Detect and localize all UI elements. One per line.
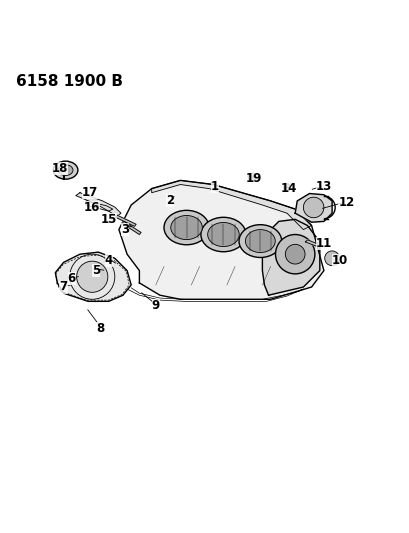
Text: 14: 14 xyxy=(280,182,297,195)
Text: 7: 7 xyxy=(59,280,67,294)
Text: 11: 11 xyxy=(315,237,331,251)
Text: 3: 3 xyxy=(121,223,129,236)
Ellipse shape xyxy=(200,217,245,252)
Ellipse shape xyxy=(53,161,78,179)
Text: 1: 1 xyxy=(211,180,219,193)
Text: 13: 13 xyxy=(315,180,331,193)
Circle shape xyxy=(283,184,290,191)
Text: 15: 15 xyxy=(100,213,117,226)
Circle shape xyxy=(247,173,256,181)
Text: 12: 12 xyxy=(337,197,354,209)
Text: 4: 4 xyxy=(104,254,112,267)
Circle shape xyxy=(275,235,314,274)
Circle shape xyxy=(76,261,108,292)
Polygon shape xyxy=(76,193,121,216)
Circle shape xyxy=(324,251,339,265)
Text: 8: 8 xyxy=(96,321,104,335)
Text: 6158 1900 B: 6158 1900 B xyxy=(16,74,123,89)
Ellipse shape xyxy=(238,225,281,257)
Polygon shape xyxy=(115,215,136,227)
Text: 18: 18 xyxy=(51,161,67,175)
Ellipse shape xyxy=(164,211,209,245)
Polygon shape xyxy=(119,180,323,300)
Polygon shape xyxy=(151,180,311,230)
Ellipse shape xyxy=(58,165,73,175)
Text: 5: 5 xyxy=(92,264,100,277)
Text: 2: 2 xyxy=(166,195,174,207)
Polygon shape xyxy=(55,252,131,301)
Polygon shape xyxy=(262,220,319,295)
Polygon shape xyxy=(122,221,141,235)
Text: 16: 16 xyxy=(84,200,100,214)
Ellipse shape xyxy=(171,215,202,240)
Polygon shape xyxy=(294,193,331,222)
Text: 19: 19 xyxy=(245,172,262,185)
Circle shape xyxy=(285,244,304,264)
Ellipse shape xyxy=(207,222,239,247)
Text: 9: 9 xyxy=(151,299,160,312)
Ellipse shape xyxy=(245,230,274,253)
Text: 10: 10 xyxy=(331,254,348,267)
Circle shape xyxy=(303,197,323,217)
Text: 17: 17 xyxy=(82,186,98,199)
Text: 6: 6 xyxy=(67,272,76,285)
Polygon shape xyxy=(305,240,317,246)
